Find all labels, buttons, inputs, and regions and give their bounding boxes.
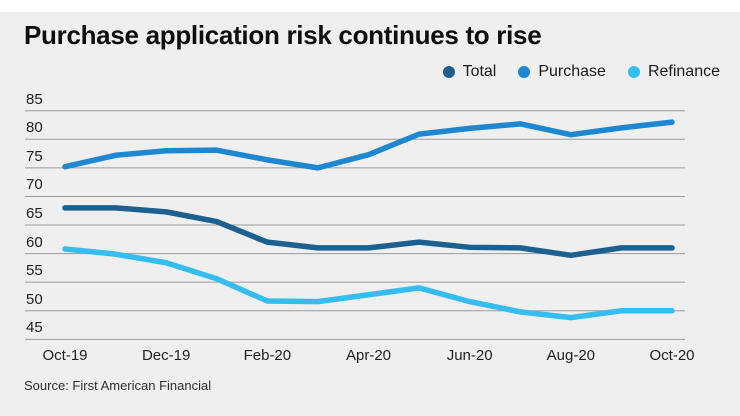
source-note: Source: First American Financial <box>24 378 212 393</box>
x-tick-label: Aug-20 <box>546 347 596 364</box>
x-tick-label: Oct-20 <box>649 347 695 364</box>
refinance-dot-icon <box>627 66 640 78</box>
y-tick-label: 60 <box>26 233 43 251</box>
y-tick-label: 65 <box>26 205 43 223</box>
legend-label: Total <box>462 63 497 80</box>
legend-label: Refinance <box>647 63 720 80</box>
legend-item-refinance: Refinance <box>627 63 720 81</box>
x-tick-label: Oct-19 <box>42 347 88 364</box>
top-white-strip <box>0 0 740 12</box>
y-tick-label: 80 <box>26 119 43 137</box>
x-tick-label: Apr-20 <box>345 347 392 364</box>
chart-title: Purchase application risk continues to r… <box>24 20 542 50</box>
purchase-dot-icon <box>518 66 531 78</box>
x-tick-label: Dec-19 <box>141 347 191 364</box>
x-tick-label: Jun-20 <box>446 347 493 364</box>
legend-item-purchase: Purchase <box>518 63 606 81</box>
legend: Total Purchase Refinance <box>442 63 720 81</box>
y-tick-label: 85 <box>26 90 43 108</box>
y-tick-label: 45 <box>26 319 43 337</box>
y-tick-label: 55 <box>26 262 43 280</box>
y-tick-label: 70 <box>26 176 43 194</box>
total-dot-icon <box>442 66 455 78</box>
legend-label: Purchase <box>538 63 606 80</box>
series-line-total <box>62 205 675 259</box>
x-tick-label: Feb-20 <box>243 347 292 364</box>
series-line-purchase <box>62 119 675 171</box>
series-line-refinance <box>62 246 675 321</box>
y-tick-label: 75 <box>26 147 43 165</box>
legend-item-total: Total <box>442 63 497 81</box>
y-tick-label: 50 <box>26 290 43 308</box>
